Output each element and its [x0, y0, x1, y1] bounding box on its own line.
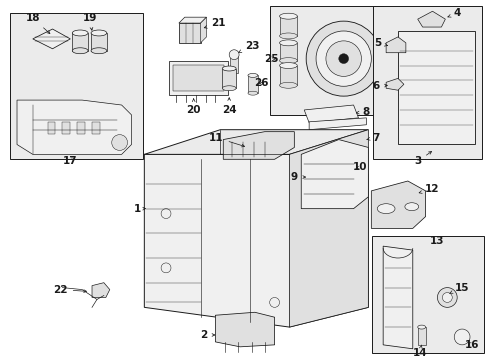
Ellipse shape: [279, 63, 297, 68]
Ellipse shape: [247, 73, 257, 77]
Bar: [372, 6, 481, 159]
Polygon shape: [417, 11, 445, 27]
Bar: [247, 75, 257, 93]
Text: 10: 10: [352, 162, 367, 172]
Polygon shape: [17, 100, 131, 154]
Circle shape: [305, 21, 381, 96]
Bar: [10, 13, 143, 159]
Text: 14: 14: [411, 345, 426, 358]
Polygon shape: [370, 181, 425, 228]
Text: 21: 21: [204, 18, 225, 28]
Ellipse shape: [279, 40, 297, 46]
Polygon shape: [179, 17, 206, 23]
Text: 16: 16: [464, 340, 478, 350]
Polygon shape: [386, 78, 403, 90]
Circle shape: [315, 31, 370, 86]
Text: 12: 12: [418, 184, 439, 194]
Bar: [342, 132, 349, 144]
Ellipse shape: [404, 203, 418, 211]
Ellipse shape: [222, 66, 236, 71]
Bar: [269, 6, 383, 115]
Bar: [230, 56, 238, 73]
Text: 1: 1: [134, 204, 145, 213]
Polygon shape: [397, 31, 474, 144]
Bar: [279, 43, 297, 60]
Circle shape: [325, 41, 361, 76]
Polygon shape: [386, 37, 405, 53]
Circle shape: [229, 50, 239, 60]
Ellipse shape: [247, 91, 257, 95]
Circle shape: [453, 329, 469, 345]
Polygon shape: [383, 246, 412, 349]
Text: 26: 26: [254, 78, 268, 88]
Polygon shape: [200, 17, 206, 43]
Ellipse shape: [417, 325, 425, 329]
Bar: [77, 122, 85, 134]
Bar: [169, 60, 228, 95]
Bar: [308, 130, 366, 164]
Ellipse shape: [72, 30, 88, 36]
Text: 7: 7: [366, 132, 379, 143]
Polygon shape: [304, 105, 358, 123]
Polygon shape: [179, 23, 200, 43]
Bar: [417, 327, 425, 345]
Polygon shape: [33, 29, 70, 49]
Bar: [222, 68, 236, 88]
Text: 20: 20: [186, 99, 201, 115]
Ellipse shape: [279, 33, 297, 39]
Ellipse shape: [376, 204, 394, 213]
Polygon shape: [92, 283, 110, 297]
Circle shape: [442, 293, 451, 302]
Bar: [72, 33, 88, 51]
Text: 18: 18: [25, 13, 50, 33]
Text: 25: 25: [264, 54, 278, 64]
Ellipse shape: [91, 30, 106, 36]
Text: 22: 22: [53, 284, 86, 294]
Text: 9: 9: [290, 172, 305, 182]
Bar: [330, 132, 337, 144]
Polygon shape: [308, 118, 366, 130]
Polygon shape: [144, 130, 367, 154]
Circle shape: [437, 288, 456, 307]
Text: 15: 15: [448, 283, 468, 293]
Ellipse shape: [279, 13, 297, 19]
Text: 5: 5: [374, 38, 386, 48]
Text: 13: 13: [429, 236, 444, 246]
Text: 4: 4: [447, 8, 460, 18]
Bar: [92, 122, 100, 134]
Bar: [279, 16, 297, 36]
Text: 6: 6: [372, 81, 386, 91]
Circle shape: [338, 54, 348, 64]
Text: 3: 3: [413, 152, 431, 166]
Bar: [318, 132, 325, 144]
Ellipse shape: [279, 58, 297, 64]
Bar: [352, 132, 359, 144]
Ellipse shape: [222, 86, 236, 91]
Text: 2: 2: [200, 330, 214, 340]
Ellipse shape: [279, 82, 297, 88]
Bar: [47, 122, 55, 134]
Text: 23: 23: [238, 41, 259, 52]
Bar: [173, 64, 224, 91]
Text: 24: 24: [222, 98, 236, 115]
Text: 19: 19: [82, 13, 97, 30]
Polygon shape: [144, 154, 367, 327]
Ellipse shape: [72, 48, 88, 54]
Bar: [62, 122, 70, 134]
Bar: [279, 66, 297, 85]
Bar: [91, 33, 106, 51]
Ellipse shape: [91, 48, 106, 54]
Polygon shape: [304, 162, 353, 179]
Text: 8: 8: [356, 107, 369, 117]
Text: 17: 17: [63, 156, 78, 166]
Polygon shape: [215, 312, 274, 347]
Text: 11: 11: [209, 132, 244, 147]
Bar: [371, 236, 483, 353]
Polygon shape: [289, 130, 367, 327]
Circle shape: [112, 135, 127, 150]
Polygon shape: [301, 140, 367, 209]
Polygon shape: [223, 132, 294, 159]
